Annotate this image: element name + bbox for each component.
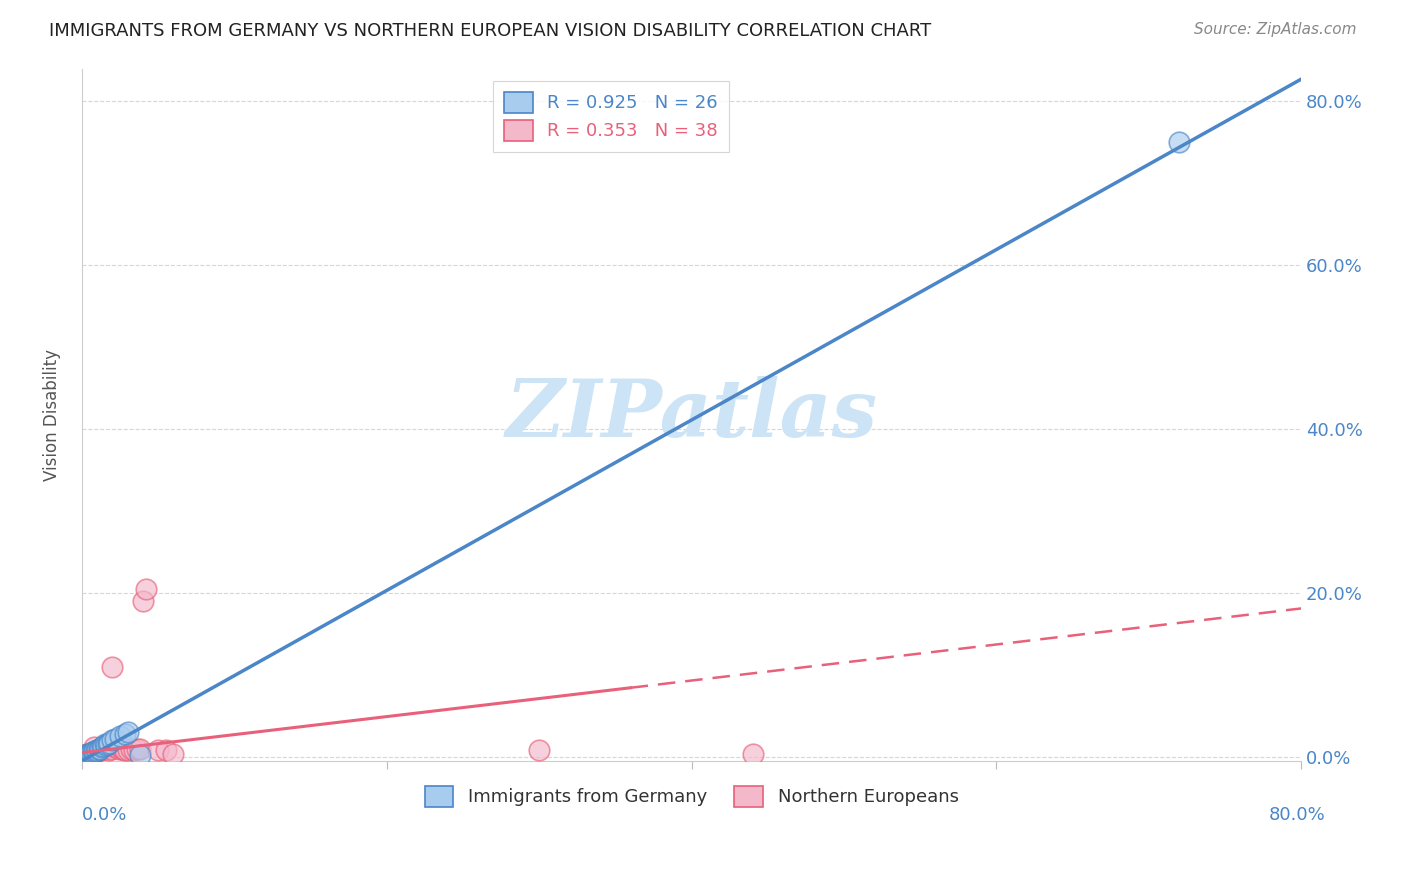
Point: [108, 739, 131, 754]
Point: [82, 746, 104, 760]
Point: [83, 746, 105, 760]
Point: [117, 743, 139, 757]
Text: 80.0%: 80.0%: [1268, 805, 1326, 824]
Point: [112, 741, 135, 756]
Point: [83, 739, 105, 754]
Point: [94, 738, 117, 752]
Point: [80, 746, 103, 760]
Point: [87, 743, 110, 757]
Point: [101, 659, 124, 673]
Point: [77, 747, 100, 762]
Point: [98, 736, 121, 750]
Point: [155, 743, 177, 757]
Point: [84, 744, 107, 758]
Point: [101, 733, 124, 747]
Point: [86, 744, 108, 758]
Point: [110, 742, 132, 756]
Point: [83, 745, 105, 759]
Point: [91, 739, 114, 753]
Point: [120, 742, 142, 756]
Y-axis label: Vision Disability: Vision Disability: [44, 349, 60, 481]
Point: [96, 740, 118, 755]
Point: [98, 743, 121, 757]
Point: [117, 725, 139, 739]
Point: [107, 741, 129, 756]
Point: [89, 743, 111, 757]
Point: [128, 748, 150, 763]
Point: [527, 743, 550, 757]
Point: [90, 742, 112, 756]
Point: [104, 739, 127, 754]
Point: [96, 739, 118, 753]
Text: ZIPatlas: ZIPatlas: [506, 376, 877, 453]
Point: [90, 739, 112, 754]
Point: [97, 739, 120, 754]
Point: [91, 741, 114, 756]
Point: [79, 747, 101, 761]
Point: [135, 582, 157, 596]
Point: [76, 748, 98, 763]
Point: [162, 747, 184, 762]
Point: [97, 737, 120, 751]
Point: [104, 731, 127, 746]
Text: 0.0%: 0.0%: [82, 805, 128, 824]
Point: [741, 747, 763, 762]
Point: [73, 748, 96, 763]
Point: [73, 748, 96, 763]
Point: [122, 743, 145, 757]
Point: [100, 741, 122, 756]
Point: [82, 746, 104, 760]
Point: [79, 747, 101, 762]
Point: [80, 747, 103, 761]
Legend: Immigrants from Germany, Northern Europeans: Immigrants from Germany, Northern Europe…: [418, 779, 966, 814]
Point: [84, 745, 107, 759]
Point: [77, 747, 100, 762]
Text: Source: ZipAtlas.com: Source: ZipAtlas.com: [1194, 22, 1357, 37]
Point: [87, 741, 110, 756]
Text: IMMIGRANTS FROM GERMANY VS NORTHERN EUROPEAN VISION DISABILITY CORRELATION CHART: IMMIGRANTS FROM GERMANY VS NORTHERN EURO…: [49, 22, 931, 40]
Point: [89, 741, 111, 756]
Point: [114, 743, 136, 757]
Point: [83, 744, 105, 758]
Point: [114, 727, 136, 741]
Point: [76, 747, 98, 762]
Point: [80, 747, 103, 761]
Point: [86, 743, 108, 757]
Point: [128, 742, 150, 756]
Point: [146, 743, 169, 757]
Point: [94, 741, 117, 756]
Point: [125, 741, 148, 756]
Point: [108, 729, 131, 743]
Point: [1168, 135, 1191, 149]
Point: [132, 594, 155, 608]
